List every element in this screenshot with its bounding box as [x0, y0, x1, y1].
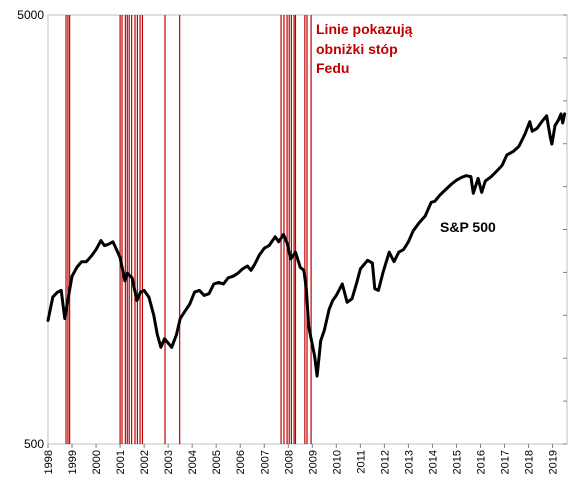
fed-cuts-note-line-2: obniżki stóp [316, 41, 398, 57]
y-tick-label-5000: 5000 [17, 8, 44, 22]
series-line-sp500 [46, 112, 567, 378]
x-tick-label-1999: 1999 [67, 450, 79, 474]
x-tick-label-2005: 2005 [211, 450, 223, 474]
x-tick-label-2011: 2011 [355, 450, 367, 474]
x-tick-label-2019: 2019 [548, 450, 560, 474]
x-tick-label-2007: 2007 [259, 450, 271, 474]
x-tick-label-2012: 2012 [379, 450, 391, 474]
x-tick-label-2001: 2001 [115, 450, 127, 474]
x-tick-label-2003: 2003 [163, 450, 175, 474]
series-group [46, 112, 567, 378]
y-axis-ticks: 5000 500 [17, 8, 44, 451]
fed-rate-cut-lines [65, 15, 312, 444]
x-tick-label-2018: 2018 [524, 450, 536, 474]
y-tick-label-500: 500 [24, 437, 44, 451]
fed-cuts-note-line-3: Fedu [316, 60, 349, 76]
x-tick-label-2016: 2016 [476, 450, 488, 474]
x-tick-label-2014: 2014 [427, 450, 439, 474]
x-tick-label-2010: 2010 [331, 450, 343, 474]
x-tick-label-2015: 2015 [452, 450, 464, 474]
x-tick-label-2017: 2017 [500, 450, 512, 474]
x-tick-label-2009: 2009 [307, 450, 319, 474]
x-tick-label-2006: 2006 [235, 450, 247, 474]
series-label-sp500: S&P 500 [440, 219, 496, 235]
x-tick-label-2008: 2008 [283, 450, 295, 474]
x-tick-label-2000: 2000 [91, 450, 103, 474]
fed-cuts-note-line-1: Linie pokazują [316, 21, 413, 37]
x-tick-label-2013: 2013 [403, 450, 415, 474]
x-axis-ticks: 1998 1999 2000 2001 2002 2003 2004 2005 2006 2007… [43, 444, 560, 474]
right-axis-ticks [563, 14, 567, 445]
x-tick-label-1998: 1998 [43, 450, 55, 474]
x-tick-label-2004: 2004 [187, 450, 199, 474]
x-tick-label-2002: 2002 [139, 450, 151, 474]
